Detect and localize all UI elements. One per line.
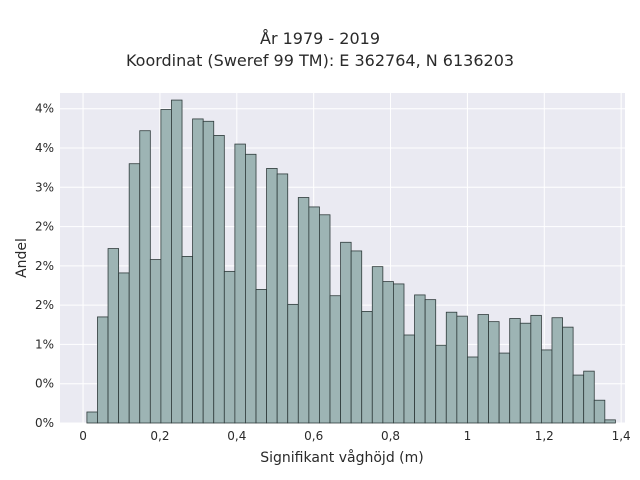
histogram-bar [149,259,162,424]
x-tick-label: 1,2 [535,429,554,443]
histogram-bar [308,206,320,424]
y-tick-label: 0% [35,416,54,430]
histogram-bar [276,173,289,424]
histogram-bar [424,299,437,424]
histogram-bar [329,295,341,424]
histogram-bar [181,256,194,424]
histogram-bar [223,270,236,424]
histogram-bar [361,311,373,424]
histogram-bar [192,118,204,424]
histogram-bar [86,411,98,424]
histogram-bar [234,143,246,424]
histogram-bar [245,153,257,424]
histogram-bar [541,349,553,424]
x-tick-label: 1,4 [612,429,631,443]
histogram-bar [583,370,595,424]
x-tick-label: 0 [79,429,87,443]
y-tick-label: 2% [35,259,54,273]
histogram-bar [107,248,120,424]
histogram-bar [509,318,521,424]
histogram-bar [213,135,225,424]
x-axis-label: Signifikant våghöjd (m) [260,449,423,466]
x-tick-label: 0,2 [150,429,169,443]
histogram-bar [498,352,511,424]
chart-title: År 1979 - 2019 [260,29,380,48]
histogram-bar [488,321,500,424]
bars [86,99,616,424]
histogram-bar [467,356,479,424]
histogram-bar [287,303,299,424]
histogram-bar [255,289,267,424]
histogram-bar [160,109,172,424]
y-tick-label: 3% [35,180,54,194]
histogram-bar [382,281,394,424]
histogram-bar [519,322,532,424]
chart-subtitle: Koordinat (Sweref 99 TM): E 362764, N 61… [125,51,515,70]
histogram-bar [340,241,352,424]
y-tick-label: 2% [35,220,54,234]
x-tick-label: 0,4 [227,429,246,443]
histogram-bar [202,120,215,424]
histogram-bar [445,311,458,424]
histogram-bar [456,315,468,424]
histogram-bar [128,163,141,424]
histogram-bar [403,334,415,424]
histogram-bar [604,419,616,424]
histogram-bar [414,294,426,424]
histogram-bar [530,314,542,424]
histogram-bar [572,374,585,424]
y-tick-label: 4% [35,141,54,155]
histogram-bar [393,283,405,424]
histogram-bar [118,272,130,424]
histogram-bar [350,250,363,424]
histogram-bar [593,399,606,424]
y-axis-label: Andel [14,238,30,278]
histogram-bar [435,344,447,424]
y-tick-label: 4% [35,102,54,116]
histogram-bar [562,326,574,424]
histogram-bar [319,214,331,424]
histogram-bar [297,197,310,424]
histogram-bar [171,99,183,424]
histogram-bar [477,314,489,424]
histogram-bar [139,130,151,424]
x-tick-label: 0,8 [381,429,400,443]
tick-labels: 0 0,2 0,4 0,6 0,8 1 1,2 1,4 0% 0% 1% 2% 2% 2% 3% 4% 4% [35,102,631,443]
x-tick-label: 1 [464,429,472,443]
y-tick-label: 1% [35,337,54,351]
histogram-bar [371,266,384,424]
histogram-bar [266,168,278,424]
y-tick-label: 2% [35,298,54,312]
x-tick-label: 0,6 [304,429,323,443]
histogram-bar [551,317,563,424]
histogram-bar [97,316,109,424]
y-tick-label: 0% [35,377,54,391]
